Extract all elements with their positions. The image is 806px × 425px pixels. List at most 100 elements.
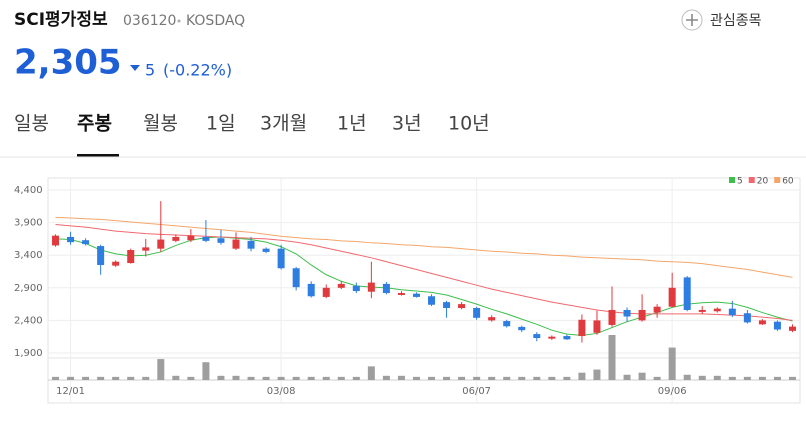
- x-tick-label: 09/06: [658, 386, 687, 397]
- y-tick-label: 2,900: [14, 283, 43, 294]
- volume-bar: [397, 375, 405, 380]
- volume-bar: [112, 376, 120, 380]
- volume-bar: [533, 376, 541, 380]
- tab[interactable]: 10년: [448, 113, 490, 135]
- x-tick-label: 12/01: [56, 386, 85, 397]
- volume-bar: [67, 376, 75, 380]
- volume-bar: [277, 376, 285, 380]
- volume-bar: [82, 376, 90, 380]
- candle-body: [352, 285, 360, 292]
- price: 2,305: [14, 43, 122, 83]
- ma-line: [55, 236, 793, 336]
- volume-bar: [52, 376, 60, 380]
- volume-bar: [352, 376, 360, 380]
- candle-body: [428, 296, 436, 305]
- candle-body: [503, 321, 511, 327]
- volume-bar: [728, 376, 736, 380]
- candle-body: [728, 308, 736, 316]
- separator: [177, 19, 181, 23]
- volume-bar: [683, 374, 691, 380]
- candle-body: [127, 249, 135, 264]
- volume-bar: [518, 376, 526, 380]
- candle-body: [172, 236, 180, 241]
- volume-bar: [668, 347, 676, 380]
- candle-body: [247, 240, 255, 249]
- candle-body: [82, 240, 90, 245]
- volume-bar: [367, 366, 375, 380]
- y-tick-label: 4,400: [14, 185, 43, 196]
- tabs: 일봉 주봉 월봉 1일 3개월 1년 3년 10년: [14, 113, 490, 157]
- candle-body: [743, 313, 751, 323]
- volume-bar: [578, 372, 586, 380]
- tab[interactable]: 3년: [392, 113, 422, 135]
- volume-bar: [593, 369, 601, 380]
- legend-label: 20: [757, 177, 769, 187]
- volume-bar: [743, 376, 751, 380]
- volume-bar: [698, 375, 706, 380]
- candle-body: [758, 320, 766, 325]
- tab[interactable]: 주봉: [77, 113, 112, 135]
- watch-plus: [686, 14, 698, 26]
- volume-bar: [172, 375, 180, 380]
- watch-icon: [681, 9, 703, 31]
- stock-code: 036120: [123, 13, 176, 29]
- y-tick-label: 3,400: [14, 250, 43, 261]
- legend-swatch: [774, 177, 781, 183]
- tab[interactable]: 1년: [337, 113, 367, 135]
- volume-bar: [262, 376, 270, 380]
- volume-bar: [563, 376, 571, 380]
- legend-swatch: [748, 177, 755, 183]
- volume-bar: [307, 376, 315, 380]
- watch-button[interactable]: 관심종목: [681, 9, 762, 31]
- volume-bar: [428, 376, 436, 380]
- candle-body: [277, 248, 285, 269]
- candle-body: [217, 238, 225, 243]
- candle-body: [638, 309, 646, 321]
- volume-bar: [443, 376, 451, 380]
- ma-line: [55, 224, 793, 321]
- candle-body: [698, 309, 706, 312]
- candle-body: [773, 321, 781, 330]
- candle-body: [412, 293, 420, 297]
- candle-body: [112, 261, 120, 266]
- volume-bar: [548, 376, 556, 380]
- candle-body: [97, 246, 105, 265]
- volume-bar: [247, 376, 255, 380]
- candle-body: [52, 235, 60, 246]
- candle-body: [382, 283, 390, 294]
- volume-bar: [187, 376, 195, 380]
- candle-body: [653, 306, 661, 313]
- tab[interactable]: 1일: [206, 113, 236, 135]
- legend-label: 5: [737, 177, 743, 187]
- volume-bar: [503, 376, 511, 380]
- candle-body: [623, 309, 631, 317]
- tab[interactable]: 3개월: [260, 113, 307, 135]
- down-arrow: [130, 65, 140, 71]
- candle-body: [788, 326, 796, 331]
- x-tick-label: 06/07: [462, 386, 491, 397]
- candle-body: [608, 309, 616, 325]
- candle-body: [337, 283, 345, 288]
- tab[interactable]: 일봉: [14, 113, 49, 135]
- candle-body: [533, 334, 541, 339]
- volume-bar: [623, 374, 631, 380]
- legend-swatch: [729, 177, 735, 183]
- candle-body: [367, 282, 375, 292]
- volume-bar: [758, 376, 766, 380]
- y-tick-label: 2,400: [14, 315, 43, 326]
- candle-body: [322, 287, 330, 297]
- candle-body: [578, 319, 586, 337]
- tab[interactable]: 월봉: [143, 113, 178, 135]
- y-tick-label: 1,900: [14, 348, 43, 359]
- candle-body: [593, 320, 601, 333]
- candle-body: [157, 239, 165, 249]
- volume-bar: [202, 362, 210, 380]
- y-tick-label: 3,900: [14, 218, 43, 229]
- candle-body: [488, 317, 496, 321]
- stock-market: KOSDAQ: [186, 13, 245, 29]
- candle-body: [713, 308, 721, 312]
- candle-body: [397, 293, 405, 295]
- legend-label: 60: [782, 177, 794, 187]
